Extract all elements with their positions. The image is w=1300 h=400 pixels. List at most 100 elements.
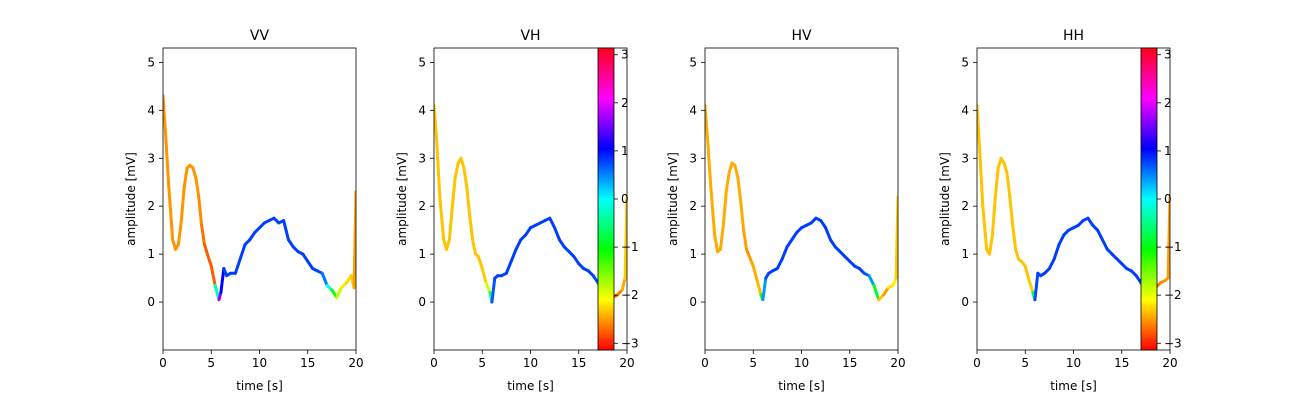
y-axis-label: amplitude [mV] bbox=[124, 152, 138, 246]
y-tick-label: 1 bbox=[418, 247, 426, 261]
line-segment bbox=[282, 219, 290, 242]
line-segment bbox=[476, 255, 484, 271]
colorbar-tick-label: 2 bbox=[621, 96, 629, 110]
x-tick-label: 0 bbox=[430, 356, 438, 370]
line-segment bbox=[742, 228, 748, 251]
line-segment bbox=[1023, 264, 1031, 282]
line-segment bbox=[468, 214, 475, 242]
line-segment bbox=[733, 163, 740, 179]
colorbar: 3 2 1 0 −1 −2 −3 bbox=[1140, 47, 1182, 351]
axes-frame bbox=[704, 47, 899, 351]
x-tick-label: 0 bbox=[701, 356, 709, 370]
x-tick-label: 20 bbox=[1162, 356, 1177, 370]
line-segment bbox=[1057, 233, 1066, 247]
x-axis-label: time [s] bbox=[236, 379, 283, 393]
y-axis-label: amplitude [mV] bbox=[666, 152, 680, 246]
line-segment bbox=[450, 175, 457, 208]
line-segment bbox=[867, 274, 876, 287]
colorbar-tick-label: 3 bbox=[1164, 48, 1172, 62]
y-tick-label: 5 bbox=[418, 55, 426, 69]
y-axis-label: amplitude [mV] bbox=[395, 152, 409, 246]
line-segment bbox=[205, 252, 213, 268]
line-segment bbox=[993, 166, 1000, 199]
colorbar-tick-label: −1 bbox=[621, 240, 639, 254]
colorbar-tick-label: 0 bbox=[621, 192, 629, 206]
line-segment bbox=[484, 281, 492, 294]
line-segment bbox=[1033, 271, 1040, 302]
x-tick-label: 15 bbox=[842, 356, 857, 370]
line-segment bbox=[163, 94, 168, 141]
line-segment bbox=[718, 223, 725, 251]
colorbar-tick-label: −2 bbox=[1164, 288, 1182, 302]
line-segment bbox=[1047, 257, 1056, 271]
line-segment bbox=[553, 226, 561, 242]
x-tick-label: 0 bbox=[159, 356, 167, 370]
y-axis-label: amplitude [mV] bbox=[938, 152, 952, 246]
panel-title: HV bbox=[791, 28, 812, 44]
line-segment bbox=[620, 276, 627, 292]
line-segment bbox=[755, 278, 763, 297]
x-axis-label: time [s] bbox=[778, 379, 825, 393]
x-tick-label: 15 bbox=[1114, 356, 1129, 370]
x-tick-label: 0 bbox=[973, 356, 981, 370]
line-segment bbox=[164, 137, 171, 189]
line-segment bbox=[167, 185, 175, 242]
axes-frame bbox=[433, 47, 628, 351]
line-segment bbox=[182, 166, 189, 189]
line-segment bbox=[990, 195, 997, 237]
y-tick-label: 5 bbox=[147, 55, 155, 69]
line-segment bbox=[1100, 238, 1109, 251]
colorbar-tick-label: −3 bbox=[1164, 336, 1182, 350]
y-tick-label: 4 bbox=[147, 103, 155, 117]
line-segment bbox=[1002, 161, 1009, 175]
line-segment bbox=[1014, 247, 1020, 261]
y-tick-label: 1 bbox=[961, 247, 969, 261]
y-tick-label: 4 bbox=[961, 103, 969, 117]
colorbar: 3 2 1 0 −1 −2 −3 bbox=[597, 47, 639, 351]
y-tick-label: 2 bbox=[961, 199, 969, 213]
panel-title: VV bbox=[250, 28, 270, 44]
line-segment bbox=[1096, 228, 1104, 242]
colorbar-gradient bbox=[1140, 47, 1158, 351]
colorbar-tick-label: −2 bbox=[621, 288, 639, 302]
line-segment bbox=[1008, 195, 1015, 227]
panel-hv: HV 0 5 10 15 20 0 1 2 3 4 5 time [s] amplitude [mV] bbox=[666, 28, 906, 393]
line-segment bbox=[435, 142, 442, 199]
line-segment bbox=[194, 175, 201, 199]
panel-title: HH bbox=[1063, 28, 1084, 44]
line-segment bbox=[724, 171, 731, 194]
x-axis-label: time [s] bbox=[507, 379, 554, 393]
line-segment bbox=[445, 238, 451, 251]
x-tick-label: 20 bbox=[890, 356, 905, 370]
line-segment bbox=[176, 219, 183, 247]
line-segment bbox=[459, 156, 466, 170]
line-segment bbox=[480, 267, 488, 285]
line-segment bbox=[434, 104, 439, 146]
line-segment bbox=[219, 267, 226, 294]
colorbar-tick-label: −1 bbox=[1164, 240, 1182, 254]
series-line bbox=[705, 104, 898, 302]
line-segment bbox=[335, 286, 344, 299]
line-segment bbox=[872, 283, 881, 302]
y-tick-label: 2 bbox=[147, 199, 155, 213]
line-segment bbox=[202, 243, 209, 256]
x-tick-label: 20 bbox=[619, 356, 634, 370]
line-segment bbox=[775, 257, 784, 271]
line-segment bbox=[514, 238, 523, 251]
line-segment bbox=[233, 257, 242, 275]
line-segment bbox=[1052, 243, 1061, 261]
line-segment bbox=[780, 245, 789, 261]
line-segment bbox=[548, 216, 557, 230]
y-tick-label: 0 bbox=[147, 295, 155, 309]
line-segment bbox=[453, 161, 460, 179]
x-tick-label: 5 bbox=[478, 356, 486, 370]
line-segment bbox=[438, 195, 446, 242]
x-tick-label: 20 bbox=[348, 356, 363, 370]
line-segment bbox=[1027, 278, 1035, 294]
y-tick-label: 0 bbox=[418, 295, 426, 309]
y-tick-label: 3 bbox=[418, 151, 426, 165]
y-tick-label: 0 bbox=[689, 295, 697, 309]
